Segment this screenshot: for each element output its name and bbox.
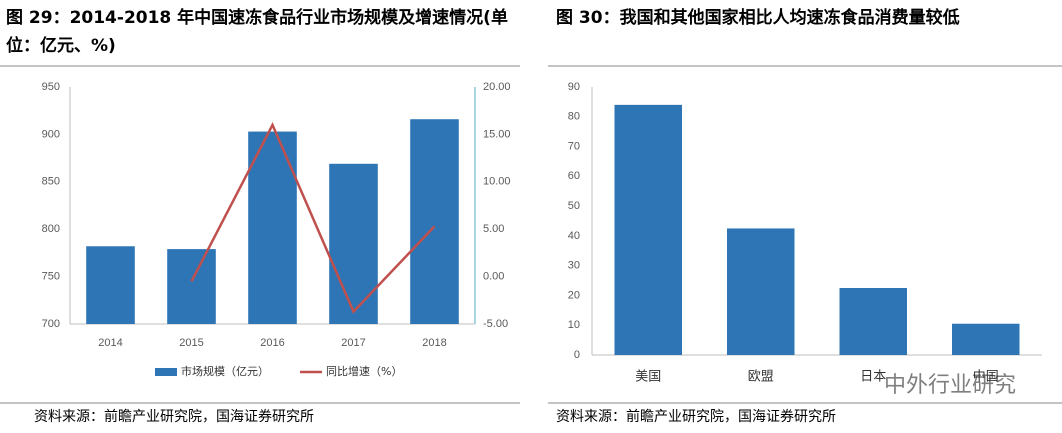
source: 资料来源：前瞻产业研究院，国海证券研究所 [556, 409, 836, 425]
title: 图 29：2014-2018 年中国速冻食品行业市场规模及增速情况(单位：亿元、… [6, 8, 508, 56]
y-tick-label: 800 [42, 223, 60, 235]
x-tick-label: 日本 [860, 370, 886, 385]
x-tick-label: 欧盟 [748, 370, 774, 385]
y-tick-label: 30 [568, 260, 580, 272]
y-tick-label: 20 [568, 289, 580, 301]
y-tick-label: 900 [42, 128, 60, 140]
y-tick-label: 15.00 [483, 128, 511, 140]
y-tick-label: 0 [574, 349, 580, 361]
y-tick-label: 0.00 [483, 271, 504, 283]
source: 资料来源：前瞻产业研究院，国海证券研究所 [34, 409, 314, 425]
y-tick-label: 750 [42, 271, 60, 283]
x-tick-label: 2018 [422, 337, 446, 349]
x-tick-label: 2015 [179, 337, 203, 349]
bar [839, 288, 907, 355]
x-tick-label: 美国 [635, 370, 661, 385]
legend-swatch [155, 368, 177, 376]
y-tick-label: 20.00 [483, 81, 511, 93]
x-tick-label: 中国 [973, 370, 999, 385]
y-tick-label: 60 [568, 170, 580, 182]
y-tick-label: 5.00 [483, 223, 504, 235]
y-tick-label: 50 [568, 200, 580, 212]
legend-label: 市场规模（亿元） [181, 364, 269, 378]
title: 图 30：我国和其他国家相比人均速冻食品消费量较低 [556, 8, 960, 28]
x-tick-label: 2014 [98, 337, 122, 349]
y-tick-label: 90 [568, 81, 580, 93]
y-tick-label: -5.00 [483, 318, 508, 330]
y-tick-label: 80 [568, 111, 580, 123]
y-tick-label: 10 [568, 319, 580, 331]
y-tick-label: 950 [42, 81, 60, 93]
y-tick-label: 850 [42, 176, 60, 188]
x-tick-label: 2016 [260, 337, 284, 349]
bar [727, 228, 795, 355]
x-tick-label: 2017 [341, 337, 365, 349]
bar [614, 104, 682, 355]
bar [167, 249, 216, 324]
bar [86, 246, 135, 324]
bar [329, 163, 378, 324]
bar [410, 119, 459, 325]
y-tick-label: 40 [568, 230, 580, 242]
watermark: 中外行业研究 [884, 373, 1016, 398]
line [190, 122, 436, 314]
y-tick-label: 700 [42, 318, 60, 330]
bar [952, 323, 1020, 355]
y-tick-label: 70 [568, 140, 580, 152]
legend-label: 同比增速（%） [326, 364, 402, 378]
y-tick-label: 10.00 [483, 176, 511, 188]
